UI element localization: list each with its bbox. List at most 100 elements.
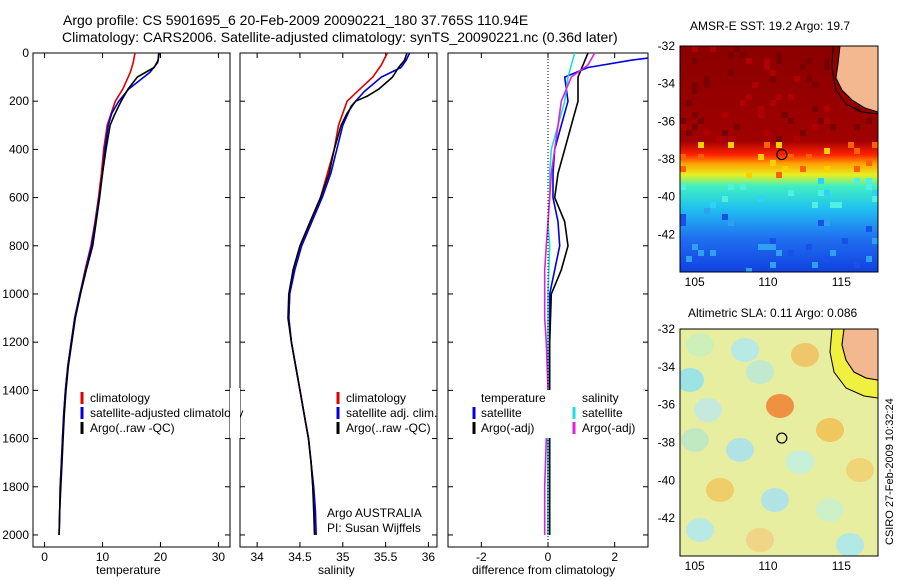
x-tick-label: 35 [336,550,350,564]
sst-pixel [842,238,848,244]
map-x-tick-label: 115 [832,275,851,289]
x-tick-label: 0 [545,550,552,564]
sst-pixel [824,220,830,226]
sst-pixel [800,130,806,136]
sst-pixel [854,148,860,154]
y-tick-label: 1600 [2,432,29,446]
sst-pixel [704,208,710,214]
legend-label-sal-satellite: satellite [582,406,623,420]
sst-pixel [824,166,830,172]
sla-anomaly-blob [726,438,754,462]
sst-pixel [854,166,860,172]
map-y-tick-label: -42 [658,227,676,241]
series-line-climatology [287,53,389,536]
map-y-tick-label: -32 [658,322,676,336]
sst-land [835,46,878,113]
sst-pixel [746,268,752,272]
map-y-tick-label: -42 [658,511,676,525]
sst-pixel [788,154,794,160]
sst-pixel [692,256,698,262]
sst-pixel [848,142,854,148]
sst-coastline-contour [831,46,878,115]
sst-pixel [806,244,812,250]
sst-pixel [770,100,776,106]
sst-pixel [818,178,824,184]
sst-pixel [854,178,860,184]
sst-pixel [776,172,782,178]
sst-pixel [680,214,686,220]
difference-axis-label: difference from climatology [472,563,615,577]
sst-pixel [872,190,878,196]
sst-pixel [812,106,818,112]
sst-pixel [746,94,752,100]
y-tick-label: 200 [9,94,29,108]
x-tick-label: 36 [422,550,436,564]
x-tick-label: 0 [41,550,48,564]
series-line-argo-raw-qc [287,53,408,536]
argo-credit-line1: Argo AUSTRALIA [327,506,422,520]
series-line-satellite-adjusted-climatology [58,53,161,536]
sst-pixel [776,250,782,256]
sst-pixel [686,130,692,136]
sst-pixel [854,124,860,130]
sst-pixel [728,220,734,226]
sst-map-title: AMSR-E SST: 19.2 Argo: 19.7 [690,19,850,33]
sst-pixel [710,202,716,208]
sst-pixel [872,196,878,202]
temperature-axis-label: temperature [96,563,161,577]
sst-pixel [770,244,776,250]
figure-title-line2: Climatology: CARS2006. Satellite-adjuste… [62,29,618,45]
y-tick-label: 1400 [2,383,29,397]
sst-pixel [740,52,746,58]
sst-pixel [698,142,704,148]
sst-pixel [692,112,698,118]
sst-pixel [722,196,728,202]
x-tick-label: 34 [250,550,264,564]
temperature-panel-frame [32,52,231,548]
sla-anomaly-blob [746,528,774,552]
difference-legend: temperature salinity satellite Argo(-adj… [472,390,645,438]
sst-pixel [776,94,782,100]
sla-anomaly-blob [706,478,734,502]
sst-pixel [854,262,860,268]
sst-pixel [758,154,764,160]
y-tick-label: 2000 [2,528,29,542]
sst-pixel [680,184,686,190]
sst-pixel [764,130,770,136]
x-tick-label: 35.5 [374,550,398,564]
sst-pixel [728,184,734,190]
sla-anomaly-blob [816,418,844,442]
sst-pixel [710,46,716,52]
sst-pixel [734,46,740,52]
series-line-temperature-argo-adj [548,53,589,535]
x-tick-label: 2 [611,550,618,564]
sst-pixel [782,166,788,172]
y-tick-label: 0 [22,46,29,60]
legend-label-satellite: satellite adj. clim. [346,406,437,420]
sst-pixel [818,190,824,196]
map-y-tick-label: -40 [658,473,676,487]
sst-pixel [692,88,698,94]
sst-pixel [824,190,830,196]
sst-pixel [758,196,764,202]
sst-pixel [836,202,842,208]
map-y-tick-label: -38 [658,152,676,166]
sst-pixel [746,172,752,178]
sst-pixel [692,124,698,130]
sst-pixel [818,220,824,226]
sst-pixel [866,226,872,232]
sst-pixel [806,154,812,160]
sst-pixel [704,76,710,82]
sst-pixel [770,262,776,268]
sst-pixel [686,100,692,106]
map-y-tick-label: -40 [658,190,676,204]
sst-pixel [830,202,836,208]
map-y-tick-label: -36 [658,398,676,412]
sla-anomaly-blob [681,428,709,452]
sst-pixel [782,112,788,118]
sst-pixel [830,124,836,130]
sla-anomaly-blob [766,394,794,418]
map-x-tick-label: 115 [832,559,851,573]
sst-pixel [872,142,878,148]
